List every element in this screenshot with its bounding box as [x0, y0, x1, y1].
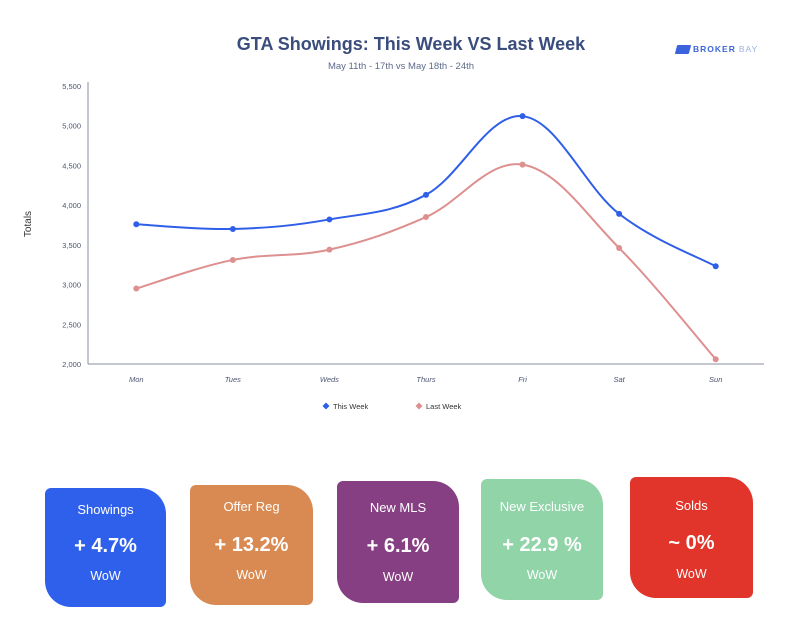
y-tick-label: 5,500: [62, 82, 81, 91]
x-tick-label: Mon: [129, 375, 144, 384]
kpi-card-new-mls: New MLS + 6.1% WoW: [337, 481, 459, 603]
legend-marker: [415, 402, 423, 410]
kpi-value: + 22.9 %: [502, 534, 582, 556]
kpi-label: Solds: [675, 498, 708, 513]
kpi-label: New Exclusive: [499, 499, 585, 514]
data-point: [133, 285, 140, 292]
data-point: [229, 225, 236, 232]
data-point: [229, 256, 236, 263]
x-tick-label: Weds: [320, 375, 339, 384]
series-line-this-week: [136, 115, 717, 268]
kpi-card-solds: Solds ~ 0% WoW: [630, 477, 753, 598]
kpi-label: New MLS: [369, 500, 427, 515]
data-point: [519, 161, 526, 168]
y-tick-label: 3,500: [62, 241, 81, 250]
legend-label: Last Week: [426, 402, 462, 411]
x-tick-label: Sun: [709, 375, 722, 384]
kpi-label: Showings: [77, 502, 134, 517]
y-tick-label: 4,000: [62, 201, 81, 210]
data-point: [519, 113, 526, 120]
data-point: [423, 214, 429, 221]
logo-text-bay: BAY: [738, 44, 759, 54]
kpi-period: WoW: [676, 567, 707, 581]
data-point: [326, 246, 333, 253]
y-tick-label: 3,000: [62, 281, 81, 290]
brokerbay-logo-icon: [674, 44, 692, 54]
y-tick-label: 5,000: [62, 122, 81, 131]
y-tick-label: 2,000: [62, 360, 81, 369]
data-point: [133, 221, 140, 228]
data-point: [712, 356, 719, 363]
data-point: [712, 263, 719, 270]
legend-label: This Week: [333, 402, 369, 411]
kpi-period: WoW: [382, 570, 414, 584]
x-tick-label: Tues: [225, 375, 241, 384]
data-point: [326, 216, 333, 223]
x-tick-label: Fri: [518, 375, 527, 384]
kpi-value: + 4.7%: [74, 535, 137, 557]
legend-marker: [322, 402, 330, 410]
kpi-period: WoW: [526, 568, 558, 582]
line-chart: 2,000 2,500 3,000 3,500 4,000 4,500 5,000 5,500…: [23, 82, 764, 411]
kpi-value: + 13.2%: [214, 534, 289, 556]
y-tick-label: 2,500: [62, 320, 81, 329]
data-point: [616, 210, 623, 217]
kpi-card-offer-reg: Offer Reg + 13.2% WoW: [190, 485, 313, 605]
kpi-label: Offer Reg: [223, 499, 280, 514]
x-tick-label: Thurs: [416, 375, 435, 384]
kpi-value: ~ 0%: [668, 532, 715, 554]
logo-text-broker: BROKER: [693, 44, 736, 54]
data-point: [616, 245, 623, 252]
chart-title: GTA Showings: This Week VS Last Week: [236, 34, 586, 54]
data-point: [423, 191, 429, 198]
kpi-card-new-exclusive: New Exclusive + 22.9 % WoW: [481, 479, 603, 600]
kpi-period: WoW: [236, 568, 267, 582]
chart-subtitle: May 11th - 17th vs May 18th - 24th: [327, 61, 475, 72]
y-axis-label: Totals: [23, 211, 34, 237]
kpi-value: + 6.1%: [366, 535, 430, 557]
x-tick-label: Sat: [614, 375, 626, 384]
brokerbay-logo: BROKER BAY: [674, 44, 759, 54]
kpi-period: WoW: [90, 569, 121, 583]
kpi-card-showings: Showings + 4.7% WoW: [45, 488, 166, 607]
y-tick-label: 4,500: [62, 161, 81, 170]
